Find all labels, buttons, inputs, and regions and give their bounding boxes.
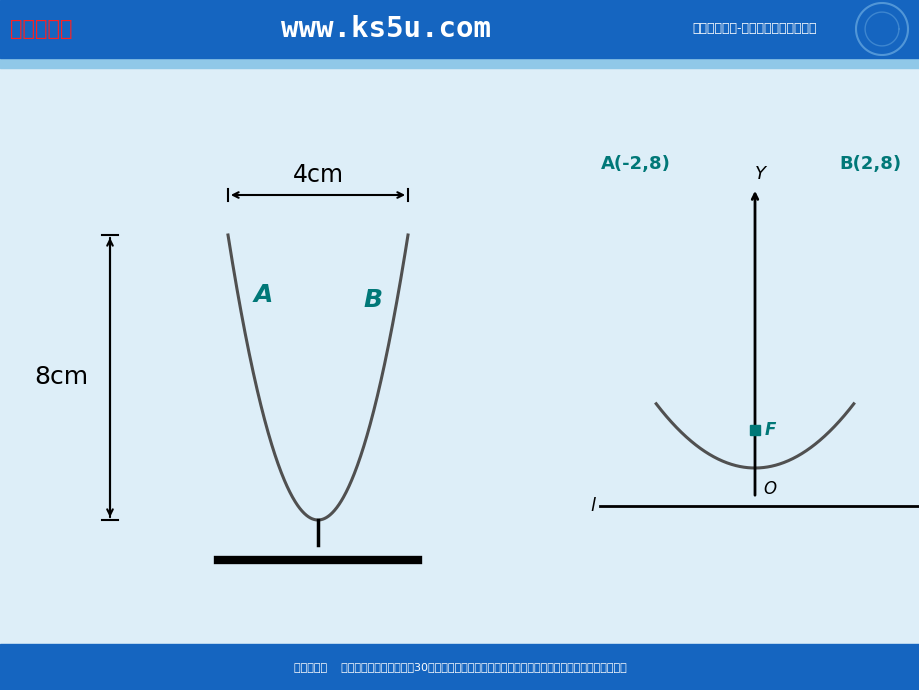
Text: Y: Y	[754, 165, 765, 183]
Text: B(2,8): B(2,8)	[838, 155, 900, 173]
Text: A: A	[253, 283, 272, 307]
Bar	[0, 58, 919, 68]
Text: A(-2,8): A(-2,8)	[600, 155, 670, 173]
Text: O: O	[762, 480, 776, 498]
Text: F: F	[765, 421, 776, 439]
Text: 【高考资源网-你身边的高考专家！】: 【高考资源网-你身边的高考专家！】	[691, 23, 816, 35]
Text: 高考资源网    第一时间更新名校试题，30个省市区资源一网打尽！课件、教案、学案、素材、论文件类齐全。: 高考资源网 第一时间更新名校试题，30个省市区资源一网打尽！课件、教案、学案、素…	[293, 662, 626, 672]
Text: B: B	[363, 288, 382, 312]
Text: l: l	[589, 497, 595, 515]
Bar	[0, 0, 919, 58]
Bar	[0, 644, 919, 690]
Text: 4cm: 4cm	[292, 163, 343, 187]
Text: www.ks5u.com: www.ks5u.com	[281, 15, 491, 43]
Text: 高考资源网: 高考资源网	[10, 19, 73, 39]
Text: 8cm: 8cm	[34, 366, 88, 389]
